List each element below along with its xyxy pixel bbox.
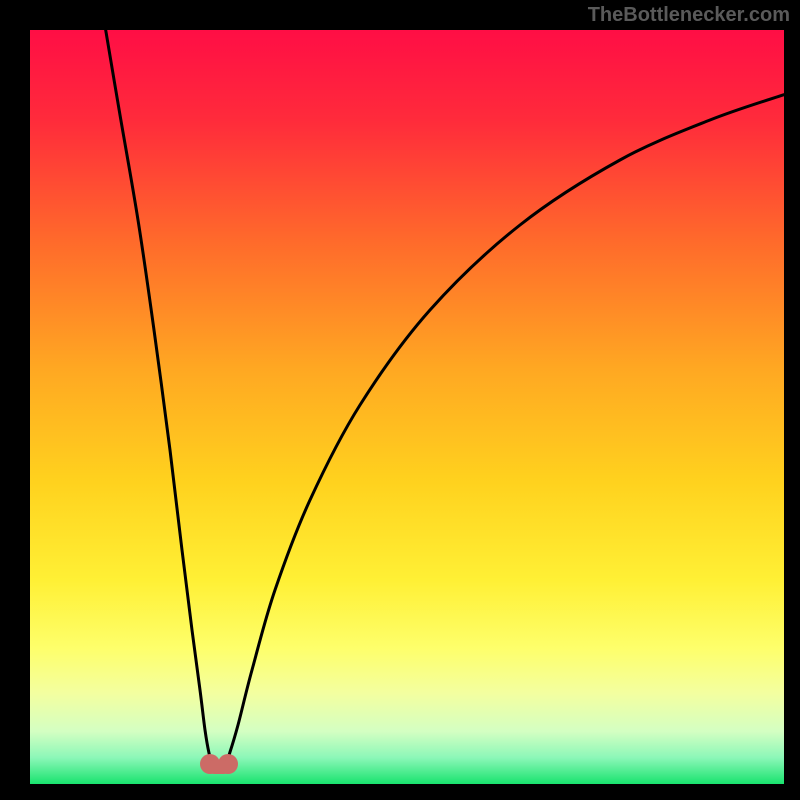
watermark-text: TheBottlenecker.com [588, 4, 790, 27]
plot-area [30, 30, 784, 784]
bottleneck-curve [30, 30, 784, 784]
valley-connector [210, 760, 228, 774]
curve-path [104, 30, 784, 767]
chart-root: TheBottlenecker.com [0, 0, 800, 800]
